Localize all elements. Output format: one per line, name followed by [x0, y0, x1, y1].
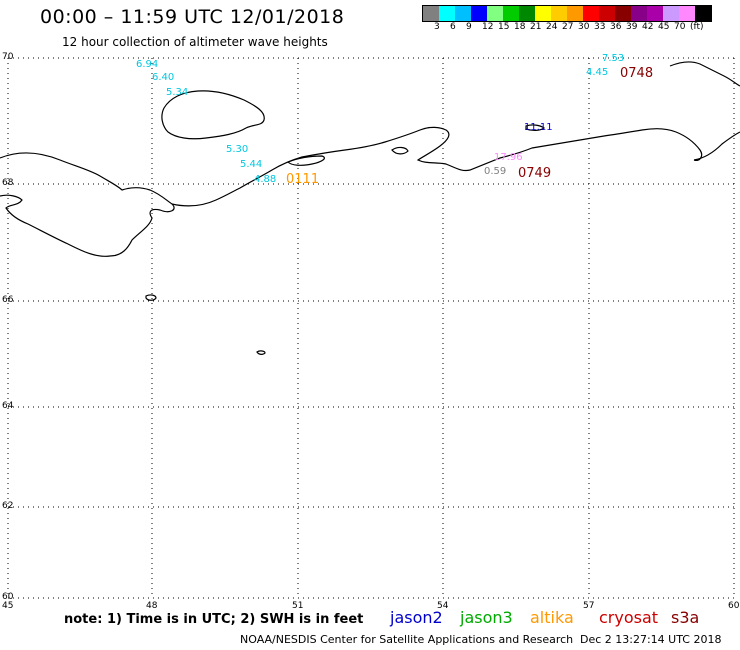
- color-swatch: [487, 6, 503, 21]
- satellite-altika: altika: [530, 608, 574, 627]
- color-legend-label: 70: [674, 22, 686, 32]
- wave-height-label: 4.88: [254, 174, 277, 185]
- longitude-label: 45: [2, 601, 14, 611]
- generated-timestamp: Dec 2 13:27:14 UTC 2018: [580, 633, 722, 646]
- color-legend-label: 42: [642, 22, 654, 32]
- longitude-label: 57: [583, 601, 595, 611]
- color-swatch: [551, 6, 567, 21]
- satellite-s3a: s3a: [671, 608, 700, 627]
- latitude-label: 60: [2, 592, 14, 602]
- wave-height-label: 7.53: [602, 53, 625, 64]
- satellite-jason2: jason2: [390, 608, 443, 627]
- pass-time-label: 0111: [286, 172, 320, 187]
- island-small-3: [256, 350, 266, 355]
- color-swatch: [503, 6, 519, 21]
- latitude-label: 70: [2, 52, 14, 62]
- color-legend-label: 33: [594, 22, 606, 32]
- coastline: [0, 61, 740, 355]
- color-legend-label: 3: [434, 22, 440, 32]
- longitude-label: 54: [437, 601, 449, 611]
- lat-lon-grid: [7, 57, 735, 599]
- color-swatch: [455, 6, 471, 21]
- mainland-coast: [0, 152, 175, 257]
- color-swatch: [631, 6, 647, 21]
- color-legend-label: 30: [578, 22, 590, 32]
- color-swatch: [679, 6, 695, 21]
- color-legend-label: 18: [514, 22, 526, 32]
- latitude-label: 66: [2, 295, 14, 305]
- color-swatch: [583, 6, 599, 21]
- wave-height-label: 5.34: [166, 87, 189, 98]
- color-legend-label: 24: [546, 22, 558, 32]
- wave-height-label: 6.94: [136, 59, 159, 70]
- color-legend-label: 39: [626, 22, 638, 32]
- longitude-label: 51: [292, 601, 304, 611]
- coast-segment-central: [171, 126, 703, 207]
- island-small-1: [286, 155, 325, 166]
- wave-height-label: 11.11: [524, 122, 553, 133]
- color-legend-label: 9: [466, 22, 472, 32]
- satellite-jason3: jason3: [460, 608, 513, 627]
- satellite-cryosat: cryosat: [599, 608, 659, 627]
- color-legend-label: 15: [498, 22, 510, 32]
- color-legend-label: 45: [658, 22, 670, 32]
- color-swatch: [567, 6, 583, 21]
- island-small-4: [525, 124, 546, 131]
- island-small-5: [391, 146, 409, 155]
- color-legend-label: 6: [450, 22, 456, 32]
- color-swatch: [535, 6, 551, 21]
- color-legend-label: 27: [562, 22, 574, 32]
- color-swatch: [615, 6, 631, 21]
- color-legend-label: 21: [530, 22, 542, 32]
- island-small-2: [145, 294, 157, 301]
- color-legend-bar: [422, 5, 712, 22]
- wave-height-label: 5.44: [240, 159, 263, 170]
- chart-title: 00:00 – 11:59 UTC 12/01/2018: [40, 6, 345, 28]
- credit-line: NOAA/NESDIS Center for Satellite Applica…: [240, 633, 574, 646]
- color-swatch: [519, 6, 535, 21]
- island-kolguev: [161, 90, 265, 140]
- color-legend-label: 36: [610, 22, 622, 32]
- pass-time-label: 0749: [518, 166, 552, 181]
- color-swatch: [439, 6, 455, 21]
- color-swatch: [695, 6, 711, 21]
- pass-time-label: 0748: [620, 66, 654, 81]
- color-swatch: [423, 6, 439, 21]
- coast-segment-east: [693, 131, 740, 161]
- color-swatch: [471, 6, 487, 21]
- latitude-label: 68: [2, 178, 14, 188]
- chart-subtitle: 12 hour collection of altimeter wave hei…: [62, 35, 328, 49]
- latitude-label: 64: [2, 401, 14, 411]
- color-legend-label: (ft): [690, 22, 704, 32]
- color-swatch: [663, 6, 679, 21]
- color-swatch: [647, 6, 663, 21]
- latitude-label: 62: [2, 501, 14, 511]
- color-swatch: [599, 6, 615, 21]
- footer-note: note: 1) Time is in UTC; 2) SWH is in fe…: [64, 612, 364, 627]
- wave-height-label: 17.96: [494, 152, 523, 163]
- wave-height-label: 6.40: [152, 72, 175, 83]
- coast-segment-northeast: [669, 61, 740, 87]
- wave-height-label: 4.45: [586, 67, 609, 78]
- color-legend-label: 12: [482, 22, 494, 32]
- wave-height-label: 0.59: [484, 166, 507, 177]
- longitude-label: 48: [146, 601, 158, 611]
- wave-height-label: 5.30: [226, 144, 249, 155]
- longitude-label: 60: [728, 601, 740, 611]
